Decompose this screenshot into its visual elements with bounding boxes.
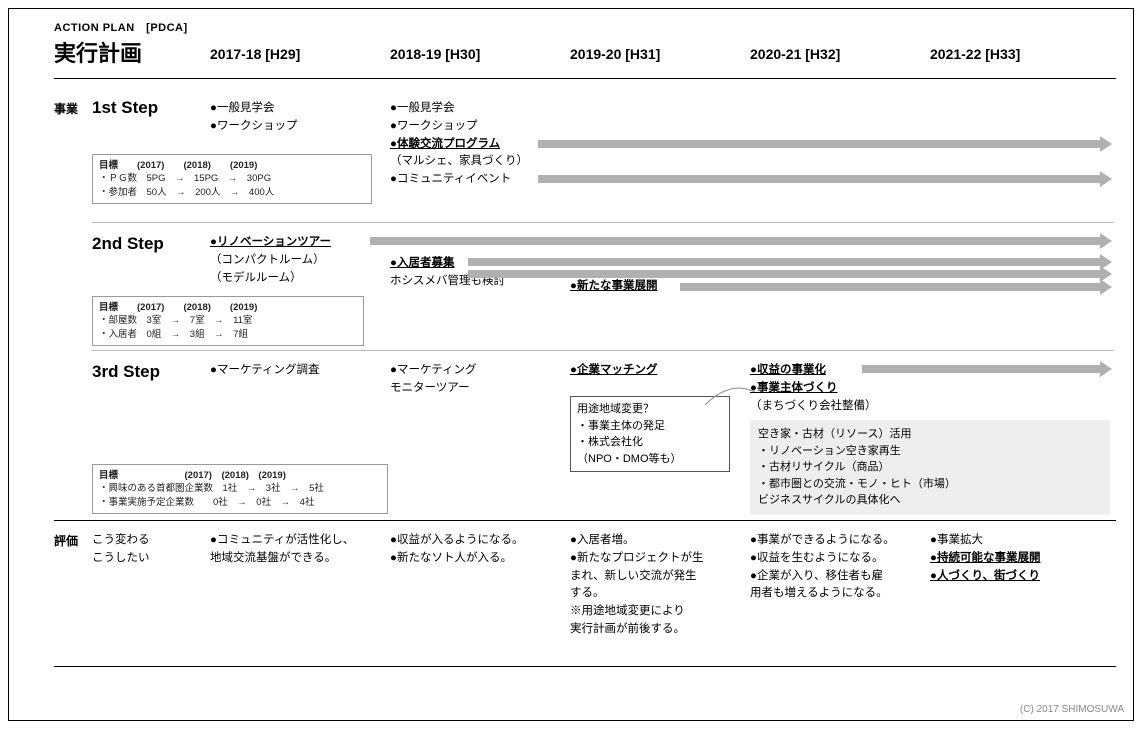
rule-bottom [54,666,1116,667]
arrow-shueki [862,365,1102,373]
hyouka-left: こう変わる こうしたい [92,532,192,568]
hyouka-2019: ●入居者増。 ●新たなプロジェクトが生 まれ、新しい交流が発生 する。 ※用途地… [570,532,740,639]
step3-goals: 目標 (2017) (2018) (2019) ・興味のある首都圏企業数 1社 … [92,464,388,514]
step3-2017: ●マーケティング調査 [210,362,380,380]
rule-s1 [92,222,1114,223]
rule-s2 [92,350,1114,351]
copyright: (C) 2017 SHIMOSUWA [1020,704,1124,715]
arrow-hoshi [468,270,1102,278]
step3-title: 3rd Step [92,362,160,382]
rule-top [54,78,1116,79]
hyouka-2017: ●コミュニティが活性化し、 地域交流基盤ができる。 [210,532,385,568]
step3-2019: ●企業マッチング [570,362,730,380]
col-2018: 2018-19 [H30] [390,46,480,62]
step1-2017: ●一般見学会 ●ワークショップ [210,100,380,136]
arrow-community [538,175,1102,183]
step1-goals: 目標 (2017) (2018) (2019) ・ＰＧ数 5PG → 15PG … [92,154,372,204]
col-2017: 2017-18 [H29] [210,46,300,62]
header: ACTION PLAN [PDCA] 実行計画 [54,22,188,68]
step3-2020-box: 空き家・古材（リソース）活用 ・リノベーション空き家再生 ・古材リサイクル（商品… [750,420,1110,515]
step1-title: 1st Step [92,98,158,118]
step2-title: 2nd Step [92,234,164,254]
step2-2017: ●リノベーションツアー （コンパクトルーム） （モデルルーム） [210,234,385,287]
hyouka-2021: ●事業拡大 ●持続可能な事業展開 ●人づくり、街づくり [930,532,1110,585]
rowlabel-hyouka: 評価 [54,532,78,549]
rowlabel-jigyou: 事業 [54,100,78,117]
arrow-renov [370,237,1102,245]
arrow-taiken [538,140,1102,148]
arrow-nyukyo [468,258,1102,266]
col-2021: 2021-22 [H33] [930,46,1020,62]
header-main: 実行計画 [54,36,188,68]
arrow-arata [680,283,1102,291]
step3-2018: ●マーケティング モニターツアー [390,362,560,398]
hyouka-2018: ●収益が入るようになる。 ●新たなソト人が入る。 [390,532,560,568]
header-sub: ACTION PLAN [PDCA] [54,22,188,34]
step2-goals: 目標 (2017) (2018) (2019) ・部屋数 3室 → 7室 → 1… [92,296,364,346]
col-2020: 2020-21 [H32] [750,46,840,62]
rule-eval [54,520,1116,521]
hyouka-2020: ●事業ができるようになる。 ●収益を生むようになる。 ●企業が入り、移住者も雇 … [750,532,925,603]
col-2019: 2019-20 [H31] [570,46,660,62]
